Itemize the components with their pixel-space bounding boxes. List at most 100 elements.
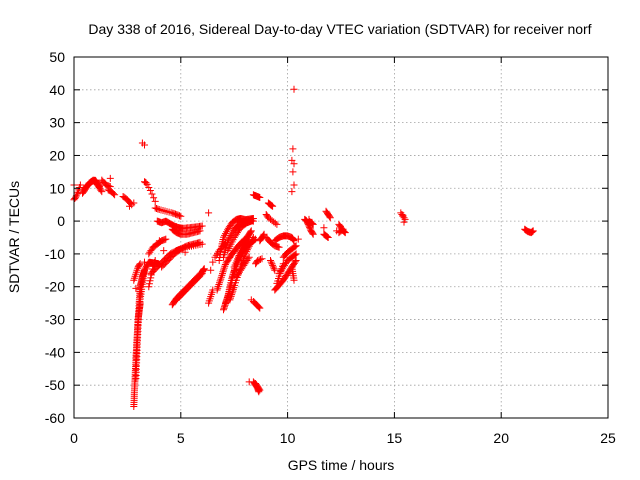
data-point [250, 237, 258, 244]
y-axis-label: SDTVAR / TECUs [6, 181, 22, 293]
data-point [106, 174, 114, 182]
data-point [221, 231, 229, 239]
data-point [215, 281, 223, 288]
data-point [198, 240, 206, 248]
data-point [290, 85, 298, 93]
data-point [257, 255, 264, 263]
x-tick-label: 10 [280, 430, 296, 446]
data-point [271, 219, 279, 227]
data-point [218, 271, 226, 279]
data-point [76, 181, 84, 189]
data-point [326, 213, 334, 221]
data-point [219, 268, 227, 276]
data-point [247, 296, 255, 304]
y-tick-label: 0 [57, 213, 65, 229]
y-tick-label: -10 [45, 246, 65, 262]
data-point [268, 260, 276, 268]
data-point [255, 385, 263, 393]
data-point [111, 191, 119, 199]
data-point [126, 202, 133, 210]
data-point [254, 302, 262, 310]
data-point [177, 212, 185, 220]
x-tick-label: 20 [493, 430, 509, 446]
data-point [269, 202, 277, 210]
x-axis-label: GPS time / hours [288, 457, 395, 473]
y-tick-label: 20 [49, 147, 65, 163]
data-point [221, 261, 229, 268]
data-point [256, 194, 264, 201]
data-point [213, 286, 221, 294]
data-point [136, 261, 144, 269]
chart-title: Day 338 of 2016, Sidereal Day-to-day VTE… [88, 21, 591, 37]
data-point [146, 277, 154, 285]
x-tick-label: 15 [387, 430, 403, 446]
data-point [198, 222, 206, 230]
data-point [291, 251, 299, 259]
data-point [271, 266, 279, 274]
y-tick-label: -50 [45, 377, 65, 393]
data-point [143, 180, 151, 188]
data-point [326, 214, 334, 222]
data-point [145, 184, 153, 191]
data-point [160, 247, 168, 255]
data-point [290, 276, 298, 284]
data-point [291, 243, 299, 250]
data-point [256, 304, 264, 312]
data-point [324, 234, 332, 241]
data-point [399, 211, 407, 219]
data-point [269, 263, 277, 271]
data-point [333, 227, 341, 235]
data-point [138, 139, 146, 147]
data-point [221, 262, 229, 270]
data-point [267, 257, 274, 264]
data-point [256, 386, 264, 394]
data-point [141, 258, 148, 266]
data-point [226, 296, 234, 304]
y-tick-label: 50 [49, 49, 65, 65]
data-point [288, 188, 296, 196]
data-point [290, 237, 298, 245]
data-point [309, 230, 317, 238]
data-point [132, 284, 140, 292]
grid-lines [74, 57, 608, 418]
data-point [136, 288, 144, 296]
data-point [247, 228, 255, 236]
data-point [247, 217, 255, 225]
data-point [273, 220, 281, 228]
data-point [309, 220, 317, 228]
data-point [323, 232, 331, 240]
data-point [197, 271, 205, 279]
data-point [196, 227, 204, 235]
data-point [148, 190, 156, 198]
data-point [228, 291, 236, 299]
data-point [97, 186, 105, 194]
y-tick-label: 40 [49, 82, 65, 98]
data-point [145, 280, 153, 288]
y-tick-label: -20 [45, 279, 65, 295]
data-point [98, 188, 106, 196]
data-point [255, 303, 263, 311]
data-point [155, 237, 163, 245]
y-tick-label: 30 [49, 115, 65, 131]
data-point [216, 277, 224, 285]
data-point [228, 289, 236, 297]
data-point [245, 253, 253, 261]
data-point [181, 248, 189, 256]
data-point [222, 230, 229, 238]
data-point [309, 220, 316, 228]
data-point [289, 168, 297, 176]
data-point [162, 235, 170, 243]
x-tick-label: 5 [177, 430, 185, 446]
y-tick-label: -30 [45, 312, 65, 328]
data-point [267, 258, 275, 266]
data-point [229, 285, 237, 293]
data-point [150, 194, 158, 202]
data-point [145, 283, 153, 291]
data-point [227, 294, 234, 302]
data-point [136, 260, 144, 268]
x-tick-label: 0 [70, 430, 78, 446]
data-point [338, 226, 346, 234]
data-point [216, 279, 223, 287]
